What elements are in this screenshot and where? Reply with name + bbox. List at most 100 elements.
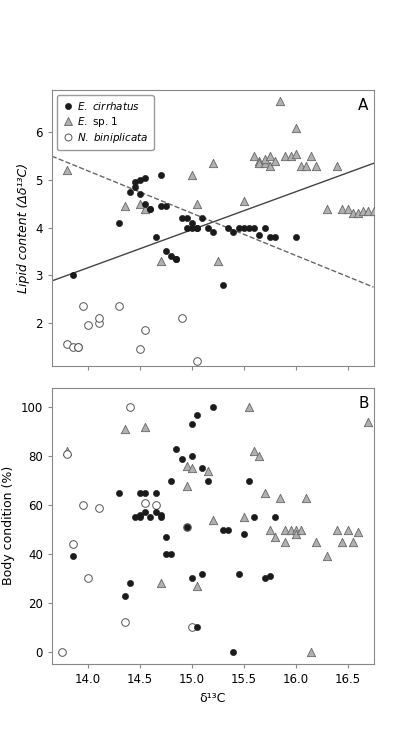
Point bbox=[126, 186, 133, 198]
Point bbox=[204, 465, 211, 477]
Point bbox=[121, 424, 128, 436]
Point bbox=[152, 231, 159, 243]
Point bbox=[142, 172, 149, 184]
Point bbox=[126, 401, 133, 413]
Point bbox=[199, 463, 205, 474]
Text: A: A bbox=[358, 98, 369, 113]
Point bbox=[339, 536, 346, 548]
Point bbox=[266, 524, 273, 536]
Point bbox=[121, 616, 128, 628]
Point bbox=[95, 501, 102, 513]
Point bbox=[168, 474, 174, 486]
Point bbox=[256, 157, 263, 169]
Point bbox=[183, 222, 190, 233]
Point bbox=[334, 524, 340, 536]
Point bbox=[256, 155, 263, 167]
Point bbox=[183, 521, 190, 533]
Point bbox=[64, 448, 71, 460]
Point bbox=[209, 157, 216, 169]
Point bbox=[251, 222, 257, 233]
Point bbox=[209, 514, 216, 526]
Y-axis label: Body condition (%): Body condition (%) bbox=[2, 466, 15, 586]
Point bbox=[370, 205, 377, 217]
Point bbox=[194, 580, 200, 592]
Point bbox=[261, 222, 268, 233]
Point bbox=[194, 409, 200, 421]
Point bbox=[381, 536, 387, 548]
Point bbox=[80, 499, 86, 511]
Point bbox=[282, 524, 288, 536]
Point bbox=[251, 511, 257, 523]
Point bbox=[183, 521, 190, 533]
Point bbox=[132, 176, 138, 188]
Point bbox=[178, 312, 185, 324]
Point bbox=[64, 338, 71, 350]
Point bbox=[142, 421, 149, 433]
Point bbox=[287, 524, 294, 536]
Point bbox=[95, 317, 102, 329]
Point bbox=[147, 511, 154, 523]
Point bbox=[246, 474, 252, 486]
Point bbox=[69, 269, 76, 281]
Point bbox=[313, 160, 320, 172]
Point bbox=[308, 646, 315, 658]
Point bbox=[386, 243, 392, 255]
Point bbox=[298, 160, 304, 172]
Point bbox=[69, 341, 76, 353]
Point bbox=[157, 200, 164, 212]
Point bbox=[147, 203, 154, 215]
Point bbox=[261, 572, 268, 584]
Point bbox=[277, 492, 283, 504]
Point bbox=[132, 181, 138, 193]
Point bbox=[74, 341, 81, 353]
Point bbox=[209, 401, 216, 413]
Point bbox=[199, 568, 205, 580]
Point bbox=[391, 528, 398, 540]
Point bbox=[116, 300, 123, 312]
Point bbox=[188, 621, 195, 633]
Point bbox=[199, 212, 205, 224]
Point bbox=[188, 222, 195, 233]
Point bbox=[142, 487, 149, 499]
Point bbox=[137, 509, 144, 521]
Point bbox=[168, 250, 174, 262]
Point bbox=[85, 319, 91, 331]
Point bbox=[349, 207, 356, 219]
Point bbox=[173, 253, 180, 265]
Point bbox=[235, 568, 242, 580]
Point bbox=[292, 524, 299, 536]
Point bbox=[235, 222, 242, 233]
Point bbox=[137, 511, 144, 523]
Point bbox=[271, 231, 278, 243]
Point bbox=[147, 203, 154, 215]
Point bbox=[349, 536, 356, 548]
Point bbox=[246, 222, 252, 233]
Point bbox=[173, 253, 180, 265]
Point bbox=[334, 160, 340, 172]
Point bbox=[313, 536, 320, 548]
Point bbox=[292, 231, 299, 243]
Point bbox=[126, 577, 133, 589]
Text: B: B bbox=[358, 396, 369, 411]
Point bbox=[209, 226, 216, 238]
Point bbox=[240, 195, 247, 207]
Point bbox=[298, 524, 304, 536]
Point bbox=[163, 548, 169, 560]
Point bbox=[64, 165, 71, 177]
Point bbox=[152, 499, 159, 511]
Point bbox=[178, 453, 185, 465]
Point bbox=[339, 203, 346, 215]
Point bbox=[240, 222, 247, 233]
Point bbox=[344, 203, 351, 215]
Point bbox=[137, 174, 144, 186]
Point bbox=[163, 531, 169, 543]
Point bbox=[80, 300, 86, 312]
Point bbox=[292, 528, 299, 540]
Point bbox=[256, 229, 263, 241]
Point bbox=[178, 212, 185, 224]
Point bbox=[137, 343, 144, 355]
Point bbox=[215, 255, 221, 267]
Point bbox=[204, 474, 211, 486]
Point bbox=[396, 426, 403, 438]
Point bbox=[282, 536, 288, 548]
